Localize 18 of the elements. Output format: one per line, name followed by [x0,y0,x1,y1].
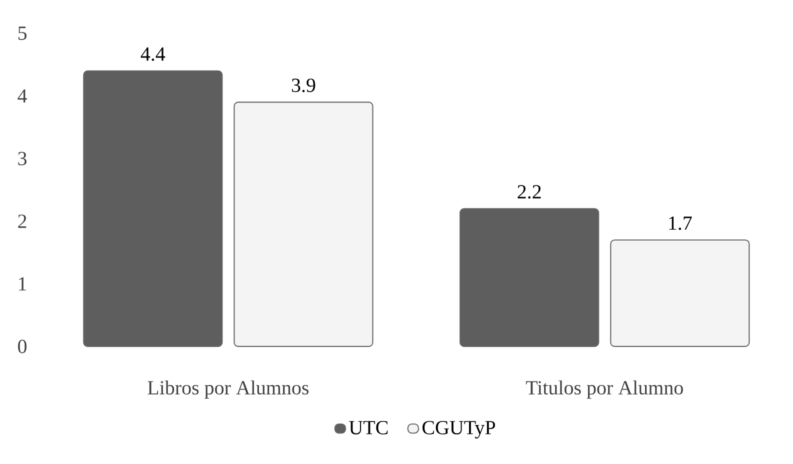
x-tick-label: Titulos por Alumno [526,380,683,399]
y-tick-label: 3 [18,152,26,166]
bar [234,102,374,348]
y-tick-label: 0 [18,340,27,354]
y-tick-label: 5 [18,26,26,40]
data-label: 2.2 [518,185,541,199]
y-tick-label: 1 [19,277,26,291]
bar [460,208,600,348]
data-label: 3.9 [292,78,316,92]
legend-label: UTC [349,421,388,435]
data-label: 1.7 [669,216,692,230]
x-tick-label: Libros por Alumnos [148,380,309,399]
legend-label: CGUTyP [422,421,496,439]
bar [83,70,223,348]
y-tick-label: 2 [18,214,26,228]
y-tick-label: 4 [18,90,27,103]
bar [610,240,750,348]
data-label: 4.4 [140,48,166,62]
